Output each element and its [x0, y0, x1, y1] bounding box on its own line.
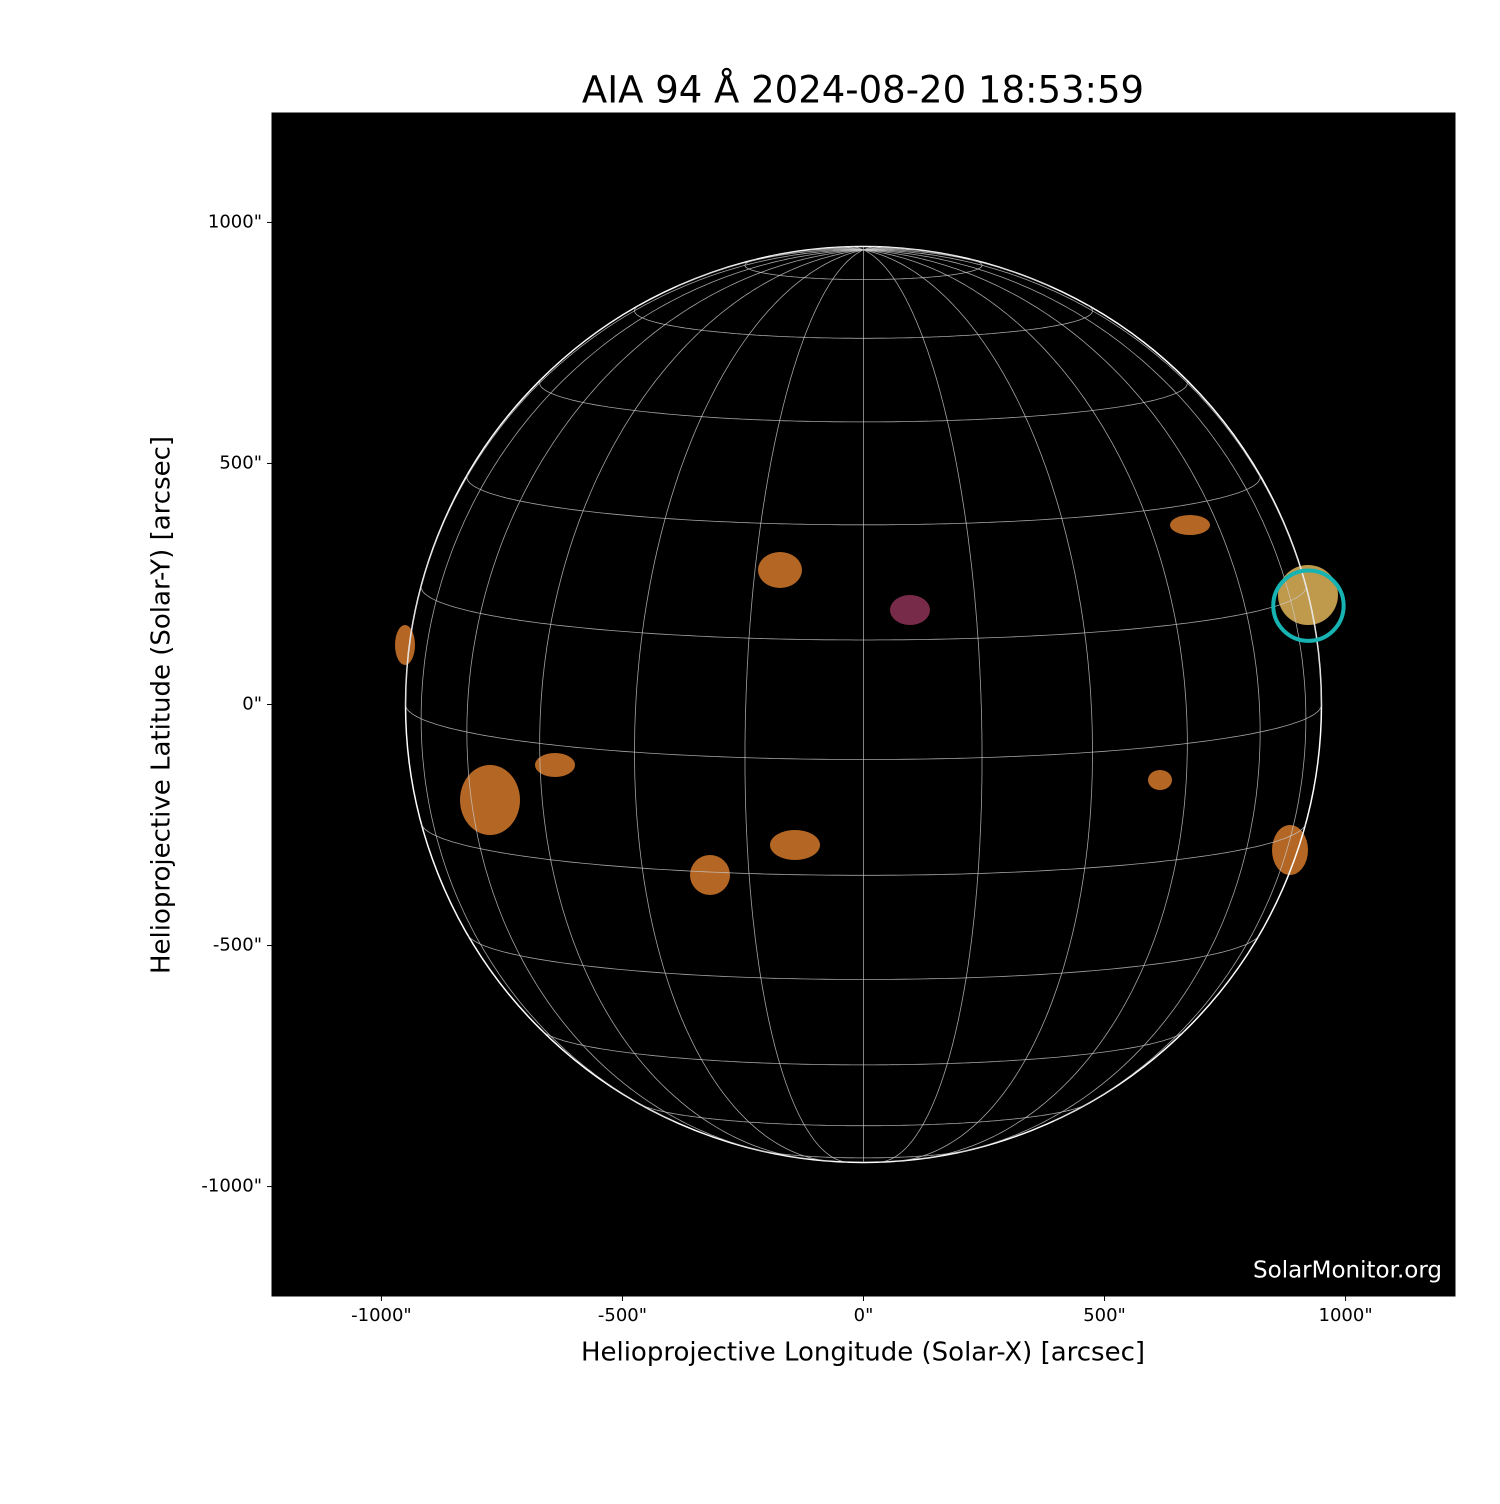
y-tick-label: 500": [219, 452, 262, 473]
y-tick-label: 1000": [208, 211, 262, 232]
grid-line: [863, 249, 1261, 1153]
grid-line: [863, 249, 1093, 1162]
x-tick-label: -1000": [351, 1305, 412, 1326]
grid-line: [863, 249, 983, 1163]
x-tick-label: 0": [854, 1305, 874, 1326]
grid-line: [863, 248, 957, 257]
grid-line: [676, 249, 864, 287]
grid-line: [634, 249, 864, 1162]
region-marker: [1271, 568, 1346, 643]
x-tick-label: 1000": [1319, 1305, 1373, 1326]
x-tick-label: -500": [598, 1305, 647, 1326]
x-tick-label: 500": [1083, 1305, 1126, 1326]
grid-line: [863, 249, 1307, 1122]
coordinate-grid: [404, 245, 1346, 1164]
grid-line: [420, 249, 864, 1122]
grid-line: [863, 247, 894, 251]
grid-line: [744, 249, 864, 1163]
watermark: SolarMonitor.org: [1253, 1258, 1442, 1284]
y-tick-label: -500": [213, 935, 262, 956]
grid-line: [405, 249, 864, 705]
grid-line: [466, 249, 864, 1153]
grid-line: [863, 246, 878, 251]
y-tick-label: -1000": [201, 1176, 262, 1197]
grid-line: [539, 249, 864, 1160]
y-axis-label: Helioprojective Latitude (Solar-Y) [arcs…: [147, 436, 177, 974]
grid-line: [863, 249, 1322, 705]
y-tick-label: 0": [242, 694, 262, 715]
grid-line: [849, 246, 864, 251]
active-regions: [395, 515, 1338, 895]
grid-line: [863, 247, 917, 251]
grid-line: [770, 248, 864, 257]
grid-line: [863, 249, 1188, 1160]
x-axis-label: Helioprojective Longitude (Solar-X) [arc…: [581, 1338, 1145, 1368]
chart-title: AIA 94 Å 2024-08-20 18:53:59: [582, 68, 1144, 112]
grid-line: [863, 249, 1051, 287]
